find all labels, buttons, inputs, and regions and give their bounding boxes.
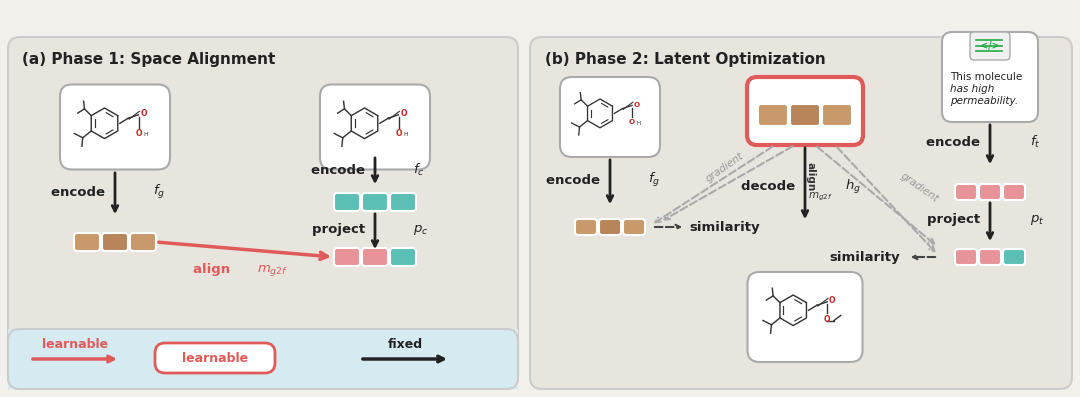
FancyBboxPatch shape <box>8 329 518 389</box>
FancyBboxPatch shape <box>561 77 660 157</box>
Text: $f_g$: $f_g$ <box>153 183 165 201</box>
FancyBboxPatch shape <box>362 193 388 211</box>
Text: O: O <box>829 296 836 304</box>
FancyBboxPatch shape <box>978 249 1001 265</box>
Text: align: align <box>805 162 815 192</box>
Text: has high: has high <box>950 84 995 94</box>
Text: project: project <box>928 214 985 227</box>
Text: $f_c$: $f_c$ <box>413 162 424 178</box>
Text: $h_g$: $h_g$ <box>845 178 861 196</box>
FancyBboxPatch shape <box>978 184 1001 200</box>
Text: H: H <box>637 121 640 126</box>
Text: encode: encode <box>311 164 370 177</box>
FancyBboxPatch shape <box>970 32 1010 60</box>
FancyBboxPatch shape <box>362 248 388 266</box>
FancyBboxPatch shape <box>1003 249 1025 265</box>
Text: learnable: learnable <box>42 339 108 351</box>
Text: encode: encode <box>52 185 110 198</box>
FancyBboxPatch shape <box>599 219 621 235</box>
Text: O: O <box>140 110 147 118</box>
Text: encode: encode <box>546 173 605 187</box>
Text: $p_t$: $p_t$ <box>1030 213 1044 227</box>
FancyBboxPatch shape <box>530 37 1072 389</box>
FancyBboxPatch shape <box>942 32 1038 122</box>
Text: align: align <box>193 264 235 276</box>
FancyBboxPatch shape <box>156 343 275 373</box>
FancyBboxPatch shape <box>822 104 852 126</box>
Text: encode: encode <box>927 135 985 148</box>
Text: O: O <box>395 129 402 138</box>
Text: gradient: gradient <box>704 150 746 184</box>
FancyBboxPatch shape <box>390 193 416 211</box>
Text: $p_c$: $p_c$ <box>413 223 429 237</box>
Text: O: O <box>629 119 635 125</box>
Text: $f_g$: $f_g$ <box>648 171 660 189</box>
Text: $f_t$: $f_t$ <box>1030 134 1040 150</box>
FancyBboxPatch shape <box>747 272 863 362</box>
FancyBboxPatch shape <box>130 233 156 251</box>
FancyBboxPatch shape <box>623 219 645 235</box>
FancyBboxPatch shape <box>334 248 360 266</box>
FancyBboxPatch shape <box>575 219 597 235</box>
Text: (a) Phase 1: Space Alignment: (a) Phase 1: Space Alignment <box>22 52 275 67</box>
Text: </>: </> <box>981 41 1000 51</box>
FancyBboxPatch shape <box>60 85 170 170</box>
FancyBboxPatch shape <box>334 193 360 211</box>
Text: O: O <box>401 110 407 118</box>
Text: H: H <box>144 132 148 137</box>
FancyBboxPatch shape <box>320 85 430 170</box>
Text: decode: decode <box>741 181 800 193</box>
FancyBboxPatch shape <box>1003 184 1025 200</box>
Text: O: O <box>824 314 831 324</box>
FancyBboxPatch shape <box>955 249 977 265</box>
FancyBboxPatch shape <box>758 104 788 126</box>
Text: O: O <box>135 129 141 138</box>
Text: $m_{g2f}$: $m_{g2f}$ <box>808 191 833 203</box>
Text: $m_{g2f}$: $m_{g2f}$ <box>257 262 288 278</box>
Text: similarity: similarity <box>690 220 760 233</box>
Text: similarity: similarity <box>829 251 901 264</box>
Text: O: O <box>634 102 639 108</box>
FancyBboxPatch shape <box>75 233 100 251</box>
Text: H: H <box>404 132 408 137</box>
FancyBboxPatch shape <box>102 233 129 251</box>
FancyBboxPatch shape <box>8 37 518 389</box>
Text: (b) Phase 2: Latent Optimization: (b) Phase 2: Latent Optimization <box>545 52 826 67</box>
Text: gradient: gradient <box>900 170 941 204</box>
Text: This molecule: This molecule <box>950 72 1023 82</box>
FancyBboxPatch shape <box>390 248 416 266</box>
Text: learnable: learnable <box>181 351 248 364</box>
Text: project: project <box>312 224 370 237</box>
FancyBboxPatch shape <box>8 329 518 389</box>
FancyBboxPatch shape <box>747 77 863 145</box>
Text: permeability.: permeability. <box>950 96 1018 106</box>
FancyBboxPatch shape <box>789 104 820 126</box>
FancyBboxPatch shape <box>955 184 977 200</box>
Text: fixed: fixed <box>388 339 422 351</box>
